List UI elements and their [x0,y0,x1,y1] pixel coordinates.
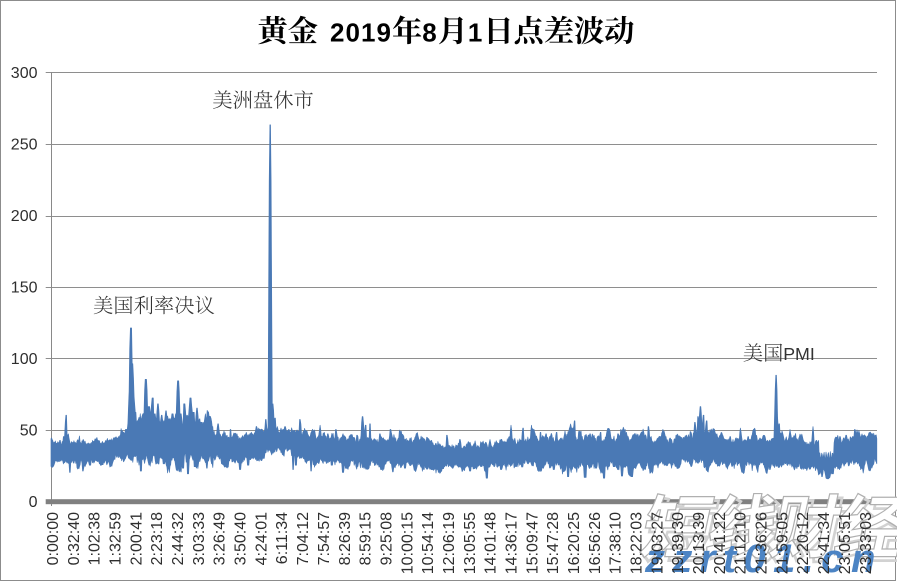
svg-text:19:39:30: 19:39:30 [670,512,687,574]
svg-text:0:32:40: 0:32:40 [66,512,83,565]
svg-text:300: 300 [11,65,38,82]
svg-text:16:20:25: 16:20:25 [566,512,583,574]
svg-text:20:41:22: 20:41:22 [712,512,729,574]
svg-text:6:11:34: 6:11:34 [274,512,291,564]
svg-text:1: 1 [468,18,484,48]
svg-text:2:44:32: 2:44:32 [170,512,187,565]
svg-text:150: 150 [11,279,38,296]
svg-text:14:36:17: 14:36:17 [504,512,521,574]
svg-text:3:03:33: 3:03:33 [191,512,208,565]
svg-text:23:33:03: 23:33:03 [858,512,875,574]
svg-text:18:22:03: 18:22:03 [629,512,646,574]
svg-text:0: 0 [29,494,38,511]
svg-text:14:01:48: 14:01:48 [483,512,500,574]
svg-text:2019: 2019 [330,18,392,48]
svg-text:4:24:01: 4:24:01 [253,512,270,565]
svg-text:17:38:10: 17:38:10 [608,512,625,574]
svg-text:21:12:10: 21:12:10 [733,512,750,574]
svg-text:23:05:51: 23:05:51 [837,512,854,574]
svg-text:PMI: PMI [783,344,815,364]
svg-text:250: 250 [11,136,38,153]
svg-text:7:04:12: 7:04:12 [295,512,312,565]
svg-text:10:54:14: 10:54:14 [420,512,437,574]
svg-text:3:26:49: 3:26:49 [212,512,229,565]
svg-text:12:06:19: 12:06:19 [441,512,458,574]
svg-text:0:00:00: 0:00:00 [45,512,62,565]
svg-text:22:20:12: 22:20:12 [795,512,812,574]
svg-text:9:25:08: 9:25:08 [378,512,395,565]
svg-text:22:41:34: 22:41:34 [816,512,833,574]
svg-text:2:00:41: 2:00:41 [128,512,145,565]
svg-text:50: 50 [20,422,38,439]
svg-text:15:47:28: 15:47:28 [545,512,562,574]
svg-text:1:32:59: 1:32:59 [108,512,125,565]
svg-text:2:23:18: 2:23:18 [149,512,166,565]
svg-text:200: 200 [11,208,38,225]
svg-text:8:59:15: 8:59:15 [358,512,375,565]
svg-text:20:13:39: 20:13:39 [691,512,708,574]
svg-text:7:54:57: 7:54:57 [316,512,333,565]
svg-text:21:59:05: 21:59:05 [774,512,791,574]
svg-text:19:03:27: 19:03:27 [649,512,666,574]
svg-text:16:56:26: 16:56:26 [587,512,604,574]
svg-text:zzrt01.cn: zzrt01.cn [644,537,883,581]
svg-text:15:09:47: 15:09:47 [524,512,541,574]
svg-text:13:05:55: 13:05:55 [462,512,479,574]
svg-text:3:50:40: 3:50:40 [233,512,250,565]
svg-text:1:02:38: 1:02:38 [87,512,104,565]
svg-text:8: 8 [422,18,438,48]
svg-text:8:26:39: 8:26:39 [337,512,354,565]
svg-text:10:00:15: 10:00:15 [399,512,416,574]
svg-text:100: 100 [11,351,38,368]
svg-text:21:36:26: 21:36:26 [754,512,771,574]
